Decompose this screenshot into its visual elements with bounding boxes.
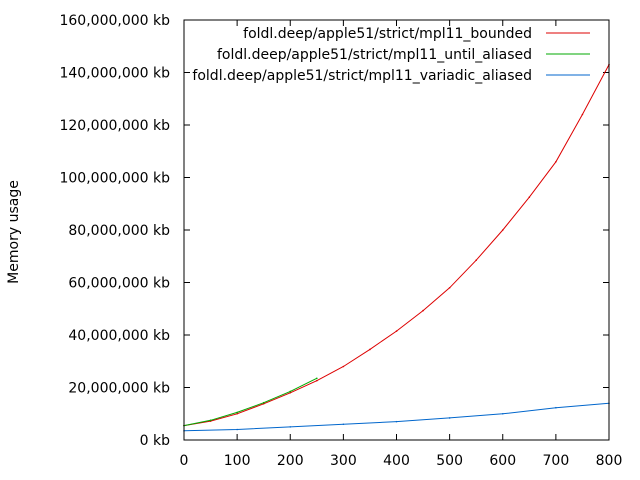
series-point-2	[448, 417, 451, 419]
series-point-0	[342, 365, 345, 368]
y-tick-label: 0 kb	[140, 433, 170, 449]
x-tick-label: 300	[330, 453, 357, 469]
series-line-2	[183, 402, 610, 432]
series-point-0	[475, 259, 477, 261]
series-point-0	[448, 286, 451, 289]
series-line-1	[183, 377, 318, 427]
series-point-0	[555, 160, 557, 163]
x-tick-label: 600	[489, 453, 516, 469]
series-point-1	[262, 401, 265, 404]
x-tick-label: 0	[180, 453, 189, 469]
series-point-1	[289, 390, 292, 393]
x-axis-ticks: 0 100 200 300 400 500 600 700 800	[180, 20, 623, 469]
series-point-0	[528, 196, 531, 198]
series-point-0	[289, 391, 292, 394]
series-lines	[183, 63, 610, 432]
series-point-2	[555, 406, 557, 409]
y-tick-label: 140,000,000 kb	[59, 66, 170, 82]
series-point-0	[501, 229, 504, 231]
y-tick-label: 100,000,000 kb	[59, 171, 170, 187]
series-point-2	[501, 412, 504, 415]
y-tick-label: 80,000,000 kb	[68, 223, 170, 239]
series-point-2	[289, 426, 292, 428]
x-tick-label: 400	[383, 453, 410, 469]
series-point-1	[316, 377, 318, 380]
y-axis-label: Memory usage	[6, 180, 22, 284]
x-tick-label: 200	[277, 453, 304, 469]
y-tick-label: 20,000,000 kb	[68, 381, 170, 397]
x-tick-label: 800	[596, 453, 623, 469]
x-tick-label: 100	[224, 453, 251, 469]
y-tick-label: 60,000,000 kb	[68, 276, 170, 292]
y-tick-label: 120,000,000 kb	[59, 118, 170, 134]
series-point-0	[395, 330, 398, 332]
series-point-1	[209, 419, 212, 422]
series-point-0	[369, 348, 371, 351]
series-point-2	[342, 423, 345, 426]
legend-label: foldl.deep/apple51/strict/mpl11_bounded	[243, 26, 532, 42]
series-point-0	[236, 412, 238, 415]
series-point-2	[395, 420, 398, 423]
legend-label: foldl.deep/apple51/strict/mpl11_variadic…	[192, 68, 532, 84]
y-axis-ticks: 0 kb 20,000,000 kb 40,000,000 kb 60,000,000…	[59, 13, 609, 449]
y-tick-label: 40,000,000 kb	[68, 328, 170, 344]
legend-label: foldl.deep/apple51/strict/mpl11_until_al…	[217, 47, 532, 63]
x-tick-label: 700	[543, 453, 570, 469]
series-point-0	[422, 309, 424, 312]
series-point-2	[236, 428, 238, 431]
y-tick-label: 160,000,000 kb	[59, 13, 170, 29]
x-tick-label: 500	[436, 453, 463, 469]
series-point-1	[236, 411, 238, 414]
series-point-0	[581, 113, 584, 116]
plot-frame	[183, 19, 610, 441]
series-line-0	[183, 64, 610, 427]
legend: foldl.deep/apple51/strict/mpl11_boundedf…	[192, 26, 590, 84]
series-point-0	[316, 379, 318, 382]
